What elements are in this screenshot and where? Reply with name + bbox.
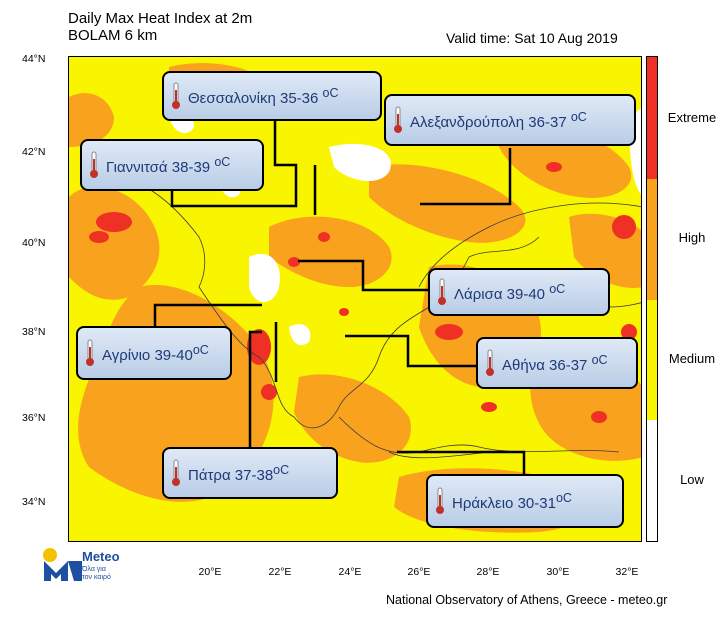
legend-low-swatch xyxy=(647,420,657,541)
title-line-2: BOLAM 6 km xyxy=(68,27,158,44)
lat-tick-36: 36°N xyxy=(22,412,46,424)
legend-label-medium: Medium xyxy=(668,351,716,366)
callout-athina: Αθήνα 36-37 οC xyxy=(476,337,638,389)
credit-text: National Observatory of Athens, Greece -… xyxy=(386,593,668,607)
legend-medium-swatch xyxy=(647,300,657,420)
callout-larisa: Λάρισα 39-40 οC xyxy=(428,268,610,316)
thermometer-icon xyxy=(486,349,494,376)
lon-tick-28: 28°E xyxy=(476,566,500,578)
meteo-logo-mark xyxy=(43,548,82,581)
lon-tick-26: 26°E xyxy=(407,566,431,578)
lon-tick-24: 24°E xyxy=(338,566,362,578)
legend-label-low: Low xyxy=(680,472,704,487)
connector-agrinio xyxy=(153,303,262,328)
connector-irakleio xyxy=(397,450,526,474)
legend-label-extreme: Extreme xyxy=(667,110,717,125)
callout-patra: Πάτρα 37-38οC xyxy=(162,447,338,499)
thermometer-icon xyxy=(172,459,180,486)
connector-thessaloniki xyxy=(273,120,298,208)
callout-text: Γιαννιτσά 38-39 οC xyxy=(106,154,231,176)
callout-text: Λάρισα 39-40 οC xyxy=(454,281,566,303)
callout-alexandroupoli: Αλεξανδρούπολη 36-37 οC xyxy=(384,94,636,146)
thermometer-icon xyxy=(90,151,98,178)
thermometer-icon xyxy=(394,106,402,133)
lat-tick-44: 44°N xyxy=(22,53,46,65)
callout-text: Πάτρα 37-38οC xyxy=(188,462,290,484)
callout-text: Θεσσαλονίκη 35-36 οC xyxy=(188,85,339,107)
lat-tick-38: 38°N xyxy=(22,326,46,338)
connector-larisa xyxy=(298,259,430,292)
lon-tick-20: 20°E xyxy=(198,566,222,578)
thermometer-icon xyxy=(86,339,94,366)
logo-brand: Meteo xyxy=(82,549,120,564)
title-line-1: Daily Max Heat Index at 2m xyxy=(68,10,253,27)
lon-tick-30: 30°E xyxy=(546,566,570,578)
connector-athina xyxy=(345,334,478,368)
meteo-logo: Meteo Όλα για τον καιρό xyxy=(38,545,148,583)
legend-label-high: High xyxy=(678,230,706,245)
connector-alexandroupoli xyxy=(420,148,512,206)
callout-agrinio: Αγρίνιο 39-40οC xyxy=(76,326,232,380)
callout-text: Αθήνα 36-37 οC xyxy=(502,352,608,374)
lon-tick-22: 22°E xyxy=(268,566,292,578)
valid-time: Valid time: Sat 10 Aug 2019 xyxy=(446,30,618,46)
map-title: Daily Max Heat Index at 2m BOLAM 6 km xyxy=(68,10,252,44)
extreme-zones xyxy=(89,162,637,423)
callout-text: Ηράκλειο 30-31οC xyxy=(452,490,572,512)
legend-high-swatch xyxy=(647,179,657,300)
legend-extreme-swatch xyxy=(647,57,657,179)
callout-text: Αλεξανδρούπολη 36-37 οC xyxy=(410,109,587,131)
callout-giannitsa: Γιαννιτσά 38-39 οC xyxy=(80,139,264,191)
thermometer-icon xyxy=(438,278,446,305)
lat-tick-42: 42°N xyxy=(22,146,46,158)
thermometer-icon xyxy=(172,82,180,109)
thermometer-icon xyxy=(436,487,444,514)
callout-text: Αγρίνιο 39-40οC xyxy=(102,342,209,364)
callout-thessaloniki: Θεσσαλονίκη 35-36 οC xyxy=(162,71,382,121)
callout-irakleio: Ηράκλειο 30-31οC xyxy=(426,474,624,528)
connector-patra xyxy=(248,330,262,448)
logo-tagline: Όλα για τον καιρό xyxy=(82,566,111,581)
heat-legend xyxy=(646,56,658,542)
lon-tick-32: 32°E xyxy=(615,566,639,578)
lat-tick-34: 34°N xyxy=(22,496,46,508)
connector-giannitsa xyxy=(170,190,292,208)
lat-tick-40: 40°N xyxy=(22,237,46,249)
